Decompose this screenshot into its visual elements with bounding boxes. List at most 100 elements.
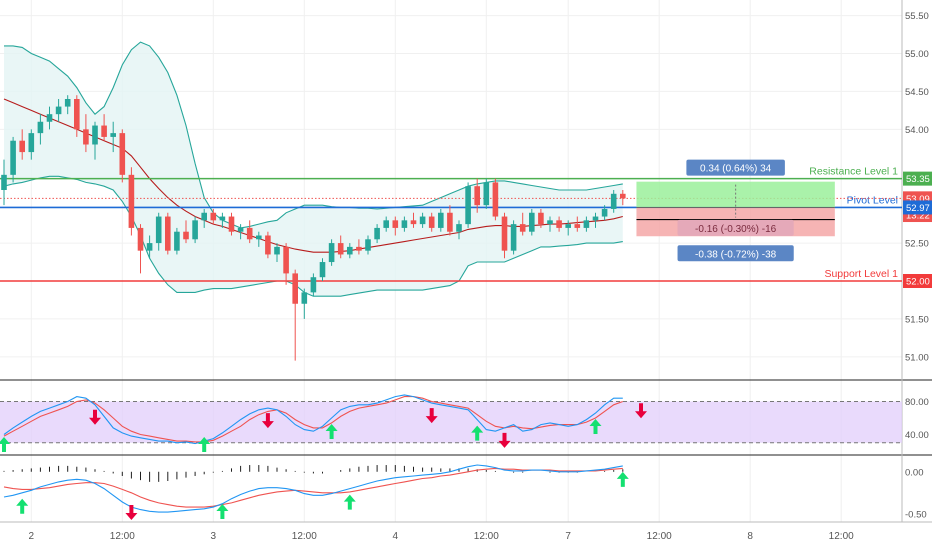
macd-panel [3, 464, 629, 520]
candle-body [110, 133, 116, 137]
buy-arrow-icon [616, 471, 629, 487]
candle-body [383, 220, 389, 228]
bollinger-upper-line [4, 41, 623, 229]
level-label-1: Pivot Level [847, 194, 898, 206]
candle-body [610, 193, 617, 209]
candle-body [574, 224, 581, 228]
candle-body [265, 235, 271, 255]
candle-body [37, 121, 44, 134]
price-badge [903, 171, 932, 186]
candle-body [347, 246, 353, 255]
price-tick-label: 54.50 [905, 87, 929, 98]
candle-body [519, 224, 526, 232]
candle-body [456, 224, 462, 232]
candle-body [620, 193, 626, 199]
candle-body [155, 216, 162, 244]
candle-body [319, 262, 326, 278]
candle-body [201, 212, 207, 221]
candle-body [183, 231, 189, 240]
position-label-box-0 [686, 159, 785, 176]
position-label-0: 0.34 (0.64%) 34 [700, 164, 772, 175]
x-tick-label: 3 [211, 531, 217, 542]
position-label-2: -0.38 (-0.72%) -38 [695, 249, 777, 260]
price-badge [903, 200, 932, 215]
candle-body [192, 220, 198, 240]
buy-arrow-icon [325, 424, 338, 439]
candle-body [538, 212, 544, 225]
price-badge-label: 53.35 [906, 174, 930, 185]
candle-body [128, 174, 135, 228]
candle-body [583, 220, 590, 228]
candle-body [465, 186, 471, 225]
sell-arrow-icon [125, 505, 138, 520]
sell-arrow-icon [261, 413, 274, 429]
price-badge-label: 52.97 [906, 203, 930, 214]
x-tick-label: 12:00 [647, 531, 672, 542]
price-badge-label: 52.00 [906, 277, 930, 288]
candle-body [501, 216, 508, 251]
buy-arrow-icon [216, 504, 229, 519]
candle-body [556, 220, 562, 228]
candle-body [410, 220, 417, 225]
candle-body [428, 216, 435, 228]
bollinger-basis-line [3, 98, 623, 253]
candle-body [19, 140, 25, 153]
candle-body [237, 227, 244, 232]
candle-body [328, 243, 335, 263]
candle-body [119, 133, 126, 175]
candle-body [483, 182, 490, 206]
position-label-box-1 [677, 219, 794, 236]
candle-body [74, 99, 80, 130]
price-tick-label: 51.50 [905, 314, 929, 325]
position-tool[interactable]: 0.34 (0.64%) 34 -0.16 (-0.30%) -16 -0.38 (… [636, 159, 835, 262]
stoch-tick-label: 40.00 [905, 430, 929, 441]
buy-arrow-icon [16, 498, 29, 514]
candle-body [474, 186, 480, 206]
candle-body [592, 216, 599, 221]
x-tick-label: 8 [747, 531, 753, 542]
candle-body [510, 224, 517, 251]
candle-body [492, 182, 499, 217]
position-label-box-2 [677, 245, 794, 262]
pivot-levels: Resistance Level 1 Pivot Level Support Lev… [0, 166, 902, 282]
stoch-k-line [3, 394, 623, 445]
candle-body [365, 239, 371, 251]
candle-body [310, 277, 317, 293]
price-badge [903, 274, 932, 288]
candle-body [419, 216, 426, 225]
level-label-2: Support Level 1 [824, 268, 898, 280]
price-tick-label: 51.00 [905, 352, 929, 363]
stochastic-panel [0, 394, 902, 452]
candle-body [565, 224, 571, 228]
stoch-d-line [3, 396, 623, 443]
macd-tick-label: -0.50 [905, 509, 927, 520]
candle-body [55, 106, 62, 115]
candle-body [337, 243, 344, 255]
sell-arrow-icon [498, 432, 511, 448]
candle-body [401, 220, 408, 228]
price-tick-label: 54.00 [905, 125, 929, 136]
macd-line [3, 464, 623, 513]
price-badge-label: 53.09 [906, 194, 930, 205]
price-tick-label: 55.50 [905, 11, 929, 22]
candle-body [274, 246, 280, 255]
candle-body [210, 212, 217, 221]
sell-arrow-icon [89, 409, 101, 425]
level-label-0: Resistance Level 1 [809, 166, 898, 178]
buy-arrow-icon [589, 419, 602, 435]
candle-body [1, 174, 7, 190]
candle-body [101, 125, 107, 137]
candle-body [292, 273, 298, 304]
candle-body [219, 216, 226, 221]
macd-tick-label: 0.00 [905, 467, 924, 478]
candle-body [46, 114, 53, 122]
price-tick-label: 52.50 [905, 239, 929, 250]
buy-arrow-icon [343, 494, 356, 510]
sell-arrow-icon [425, 408, 438, 424]
candles [1, 95, 626, 361]
candle-body [392, 220, 399, 228]
x-tick-label: 7 [565, 531, 571, 542]
stoch-tick-label: 80.00 [905, 397, 929, 408]
buy-arrow-icon [198, 437, 211, 452]
